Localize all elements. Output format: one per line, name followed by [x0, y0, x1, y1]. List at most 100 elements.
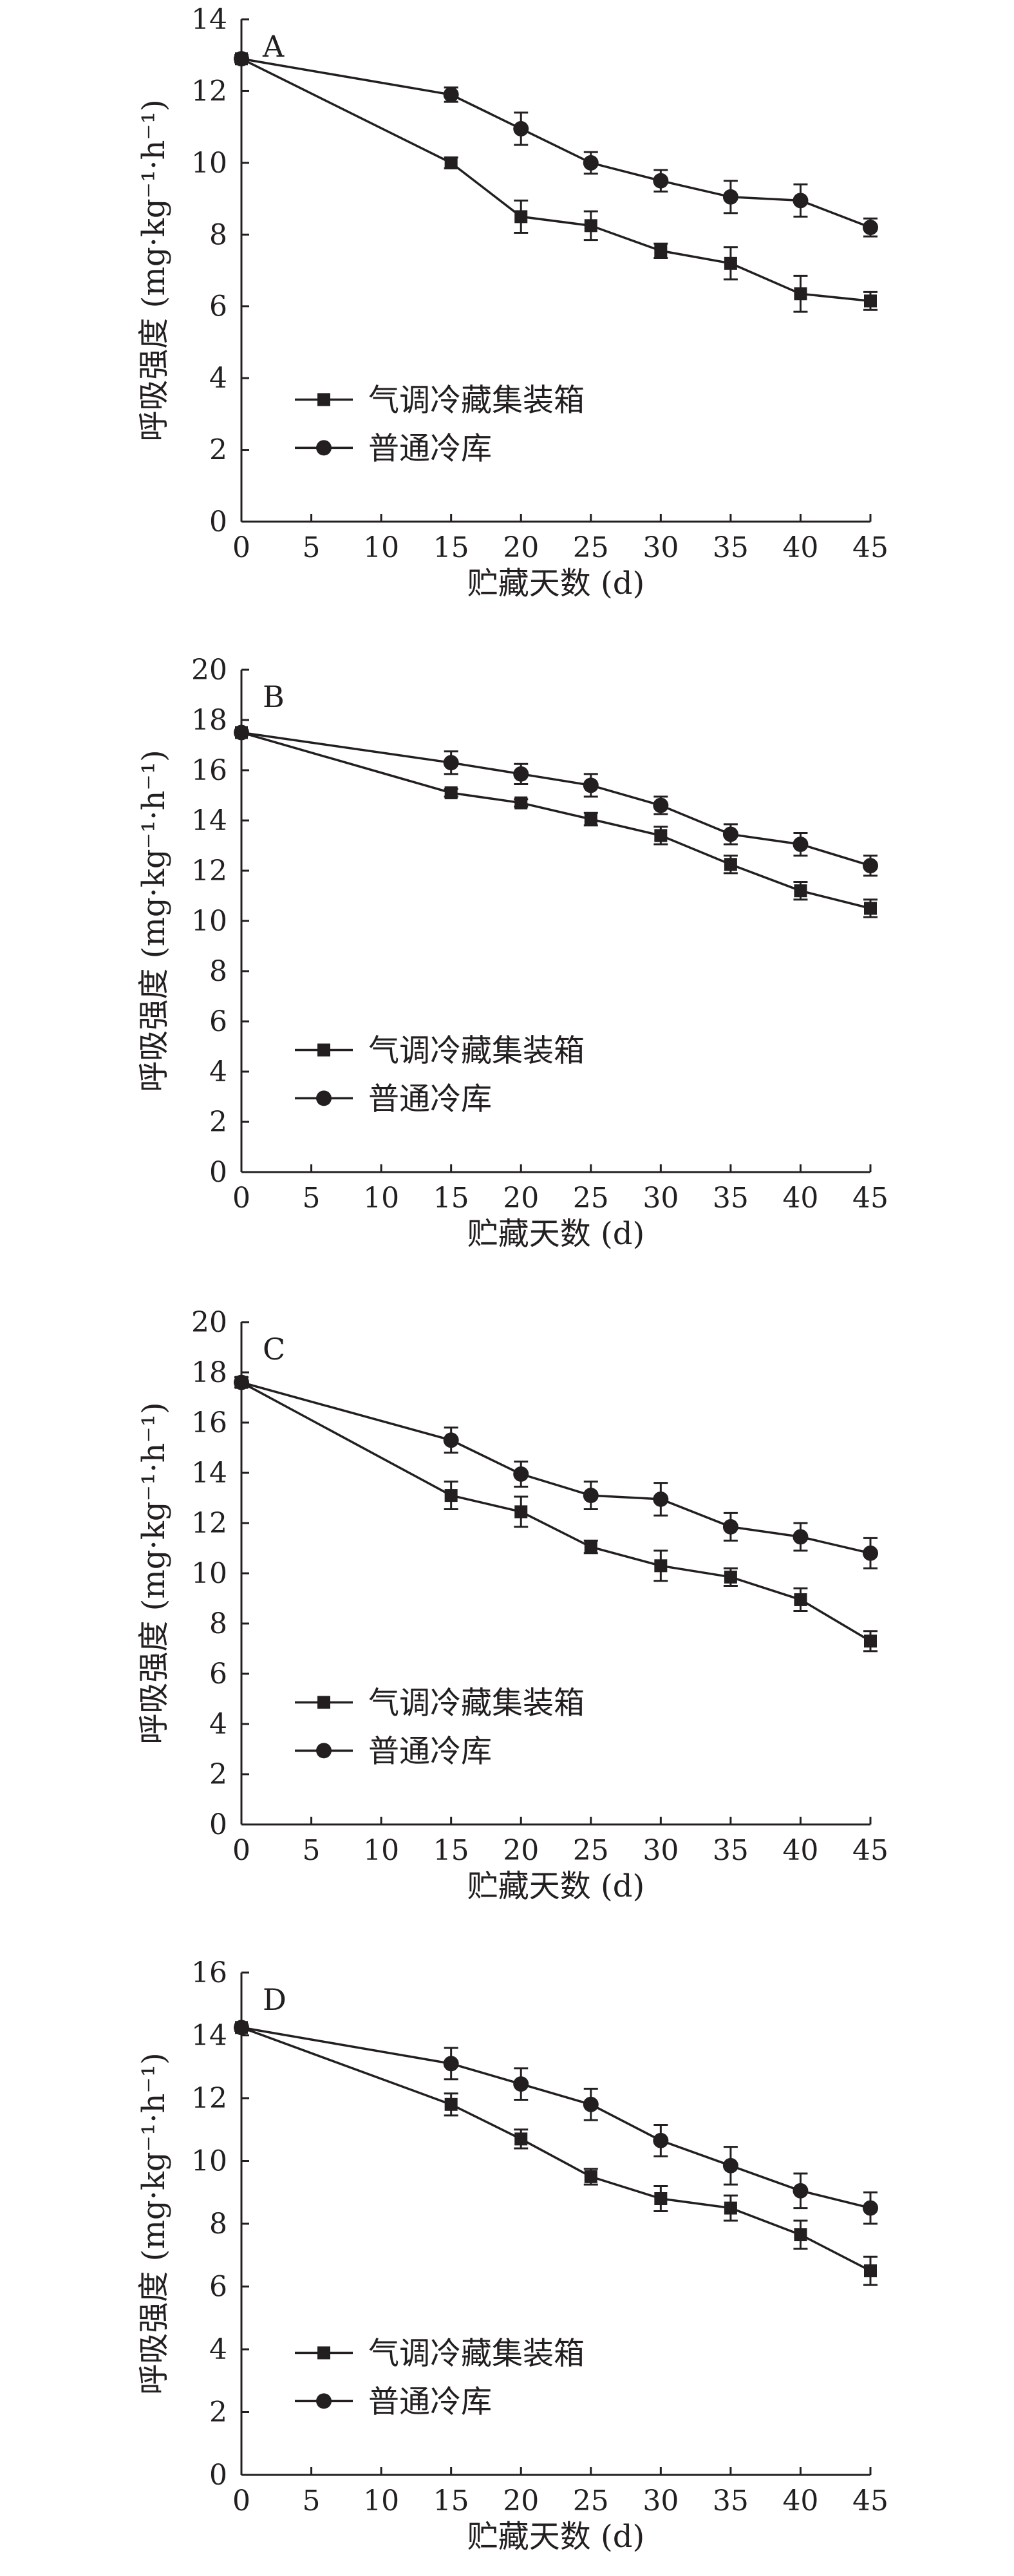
y-tick-label: 14 — [191, 3, 227, 36]
legend-label: 气调冷藏集装箱 — [368, 1685, 585, 1721]
x-tick-label: 5 — [303, 1182, 321, 1215]
x-tick-label: 25 — [573, 531, 609, 564]
series-cold-storage — [234, 2020, 878, 2225]
x-tick-label: 20 — [503, 2485, 539, 2517]
x-axis-title: 贮藏天数 (d) — [467, 1216, 644, 1252]
data-point-square — [724, 858, 737, 871]
y-tick-label: 16 — [191, 1406, 227, 1439]
data-point-square — [444, 786, 458, 800]
x-tick-label: 5 — [303, 2485, 321, 2517]
chart-panel-a: 0 2 4 6 8 10 12 14 0 5 10 15 20 25 30 35 40 45 贮藏天数 (d) 呼吸强… — [136, 3, 888, 601]
x-tick-label: 40 — [782, 1182, 818, 1215]
data-point-circle — [513, 120, 529, 137]
data-point-circle — [653, 1491, 669, 1507]
y-tick-label: 10 — [191, 905, 227, 938]
data-point-circle — [443, 755, 459, 771]
y-tick-label: 20 — [191, 1306, 227, 1339]
x-tick-label: 15 — [433, 531, 469, 564]
data-point-square — [235, 726, 248, 739]
data-point-circle — [583, 155, 599, 171]
y-tick-label: 0 — [209, 1156, 227, 1189]
y-tick-label: 2 — [209, 2396, 227, 2429]
legend-marker-square — [317, 1696, 330, 1709]
y-tick-label: 8 — [209, 1607, 227, 1640]
x-tick-label: 5 — [303, 531, 321, 564]
data-point-circle — [793, 193, 809, 209]
x-axis-title: 贮藏天数 (d) — [467, 565, 644, 601]
data-point-square — [794, 1593, 807, 1606]
series-cold-storage — [234, 1374, 878, 1569]
data-point-square — [864, 294, 877, 308]
y-axis-title: 呼吸强度 (mg·kg⁻¹·h⁻¹) — [136, 99, 172, 441]
y-axis-title: 呼吸强度 (mg·kg⁻¹·h⁻¹) — [136, 1402, 172, 1744]
data-point-circle — [513, 1466, 529, 1482]
data-point-circle — [863, 858, 878, 874]
y-tick-label: 6 — [209, 1658, 227, 1690]
legend-marker-circle — [316, 1090, 332, 1106]
data-point-square — [584, 813, 597, 826]
series-line — [241, 2026, 871, 2210]
data-point-square — [654, 1559, 668, 1573]
data-point-circle — [722, 1519, 738, 1535]
x-axis-title: 贮藏天数 (d) — [467, 2519, 644, 2555]
y-tick-label: 4 — [209, 362, 227, 395]
y-tick-label: 6 — [209, 290, 227, 323]
y-tick-label: 12 — [191, 2082, 227, 2115]
x-tick-label: 45 — [852, 1834, 888, 1867]
x-tick-label: 20 — [503, 1834, 539, 1867]
y-tick-label: 4 — [209, 2333, 227, 2366]
x-tick-label: 20 — [503, 1182, 539, 1215]
legend-label: 气调冷藏集装箱 — [368, 2335, 585, 2371]
series-line — [241, 1381, 871, 1555]
data-point-circle — [653, 797, 669, 813]
data-point-circle — [863, 1545, 878, 1561]
data-point-square — [724, 256, 737, 270]
series-ca-container — [234, 2021, 878, 2286]
series-line — [241, 2026, 871, 2272]
data-point-circle — [443, 87, 459, 102]
y-tick-label: 6 — [209, 1005, 227, 1038]
y-tick-label: 2 — [209, 1758, 227, 1791]
y-tick-label: 18 — [191, 1356, 227, 1389]
data-point-circle — [722, 2157, 738, 2174]
x-tick-label: 45 — [852, 1182, 888, 1215]
data-point-square — [654, 829, 668, 842]
x-tick-label: 15 — [433, 1182, 469, 1215]
chart-panel-b: 0 2 4 6 8 10 12 14 16 18 20 0 5 10 15 20 25 30 35 40 45 贮藏天数 … — [136, 654, 888, 1252]
x-tick-label: 0 — [232, 2485, 250, 2517]
data-point-circle — [583, 777, 599, 793]
x-tick-label: 35 — [713, 1182, 749, 1215]
y-tick-label: 4 — [209, 1056, 227, 1088]
y-tick-label: 0 — [209, 2459, 227, 2492]
y-tick-label: 0 — [209, 506, 227, 538]
x-tick-label: 10 — [363, 1182, 399, 1215]
panel-label: D — [263, 1982, 286, 2017]
x-tick-label: 30 — [643, 1182, 679, 1215]
series-cold-storage — [234, 51, 878, 238]
y-tick-label: 14 — [191, 804, 227, 837]
data-point-circle — [793, 837, 809, 853]
x-tick-label: 30 — [643, 2485, 679, 2517]
data-point-square — [235, 2021, 248, 2034]
y-tick-label: 12 — [191, 75, 227, 108]
data-point-circle — [793, 1529, 809, 1545]
data-point-circle — [443, 1432, 459, 1448]
data-point-circle — [863, 2200, 878, 2216]
y-tick-label: 10 — [191, 2145, 227, 2178]
series-ca-container — [234, 1376, 878, 1653]
x-tick-label: 0 — [232, 531, 250, 564]
data-point-square — [654, 244, 668, 258]
x-tick-label: 40 — [782, 1834, 818, 1867]
legend-label: 气调冷藏集装箱 — [368, 382, 585, 418]
x-tick-label: 15 — [433, 1834, 469, 1867]
y-axis-title: 呼吸强度 (mg·kg⁻¹·h⁻¹) — [136, 2052, 172, 2394]
y-tick-label: 18 — [191, 704, 227, 737]
data-point-circle — [583, 2096, 599, 2112]
x-tick-label: 25 — [573, 1182, 609, 1215]
data-point-circle — [653, 173, 669, 189]
legend-marker-square — [317, 2346, 330, 2360]
